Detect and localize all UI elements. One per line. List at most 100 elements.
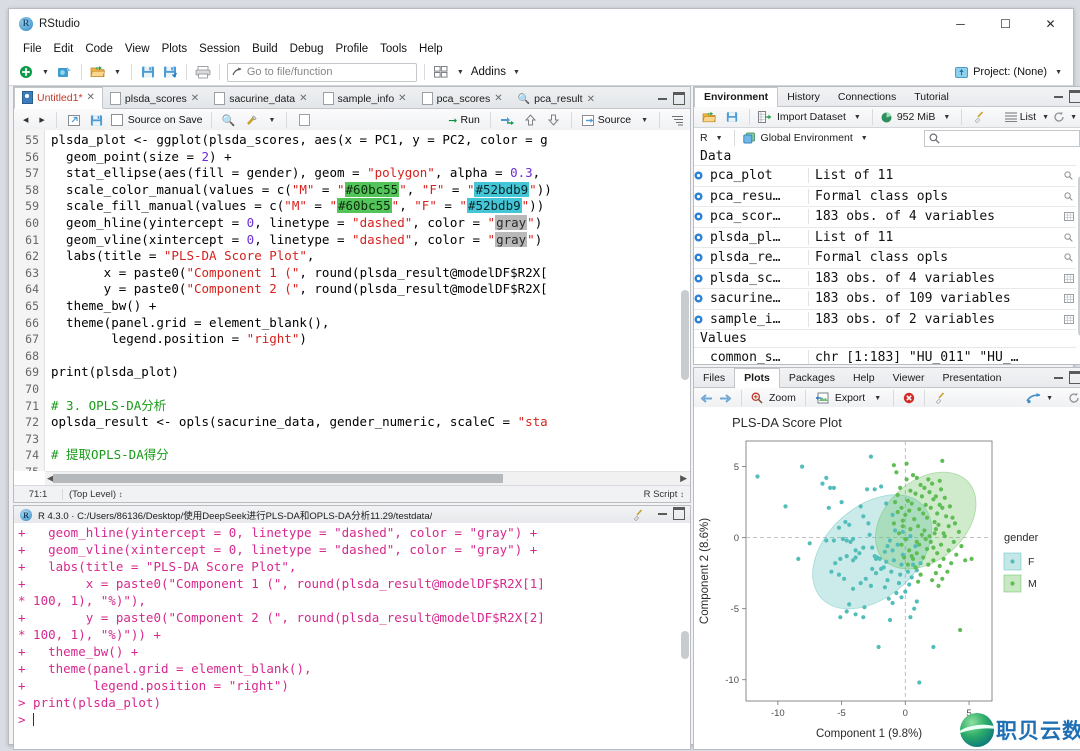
- save-workspace-icon[interactable]: [723, 108, 741, 126]
- tab-environment[interactable]: Environment: [694, 87, 779, 107]
- environment-object-row[interactable]: plsda_re… Formal class opls: [694, 248, 1080, 269]
- find-replace-icon[interactable]: 🔍: [221, 114, 236, 127]
- compile-report-icon[interactable]: [295, 111, 313, 129]
- environment-scrollbar[interactable]: [1076, 148, 1080, 364]
- zoom-label[interactable]: Zoom: [769, 392, 796, 404]
- menu-help[interactable]: Help: [419, 43, 443, 55]
- addins-button[interactable]: Addins: [470, 66, 506, 78]
- menu-file[interactable]: File: [23, 43, 42, 55]
- load-workspace-icon[interactable]: [700, 108, 718, 126]
- source-button[interactable]: Source: [580, 114, 633, 126]
- expand-object-icon[interactable]: [694, 212, 710, 221]
- editor-vscroll-thumb[interactable]: [681, 290, 689, 380]
- project-dropdown-icon[interactable]: ▼: [1055, 68, 1062, 76]
- console-scroll-thumb[interactable]: [681, 631, 689, 659]
- tab-packages[interactable]: Packages: [788, 372, 835, 384]
- code-scope-selector[interactable]: (Top Level) ↕: [62, 488, 129, 500]
- expand-object-icon[interactable]: [694, 294, 710, 303]
- workspace-panes-dropdown-icon[interactable]: ▼: [456, 68, 464, 76]
- console-output[interactable]: + geom_hline(yintercept = 0, linetype = …: [14, 523, 690, 749]
- maximize-button[interactable]: ☐: [1000, 17, 1011, 31]
- grid-icon[interactable]: [1064, 294, 1080, 304]
- editor-vertical-scrollbar[interactable]: [679, 130, 690, 454]
- search-icon[interactable]: [1064, 192, 1080, 201]
- menu-plots[interactable]: Plots: [161, 43, 188, 55]
- plot-next-icon[interactable]: [719, 393, 732, 404]
- tab-tutorial[interactable]: Tutorial: [914, 91, 949, 103]
- menu-profile[interactable]: Profile: [335, 43, 369, 55]
- save-icon[interactable]: [139, 63, 157, 81]
- move-down-icon[interactable]: [545, 111, 563, 129]
- environment-maximize-icon[interactable]: [1069, 90, 1080, 103]
- menu-session[interactable]: Session: [199, 43, 241, 55]
- minimize-button[interactable]: ─: [956, 17, 965, 31]
- import-dataset-dropdown-icon[interactable]: ▼: [853, 113, 861, 121]
- source-maximize-icon[interactable]: [673, 92, 685, 105]
- menu-code[interactable]: Code: [85, 43, 113, 55]
- tab-presentation[interactable]: Presentation: [942, 372, 1002, 384]
- environment-object-row[interactable]: sacurine… 183 obs. of 109 variables: [694, 289, 1080, 310]
- expand-object-icon[interactable]: [694, 274, 710, 283]
- source-dropdown-icon[interactable]: ▼: [641, 116, 648, 124]
- source-tab-sample-info[interactable]: sample_info ✕: [316, 89, 415, 108]
- remove-plot-icon[interactable]: [903, 392, 915, 404]
- memory-usage-label[interactable]: 952 MiB: [896, 111, 936, 123]
- expand-object-icon[interactable]: [694, 233, 710, 242]
- memory-dropdown-icon[interactable]: ▼: [943, 113, 951, 121]
- show-in-new-window-icon[interactable]: [65, 111, 83, 129]
- environment-object-row[interactable]: pca_resu… Formal class opls: [694, 187, 1080, 207]
- environment-object-row[interactable]: plsda_pl… List of 11: [694, 228, 1080, 248]
- save-file-icon[interactable]: [88, 111, 106, 129]
- environment-object-row[interactable]: pca_plot List of 11: [694, 166, 1080, 187]
- expand-object-icon[interactable]: [694, 171, 710, 180]
- export-dropdown-icon[interactable]: ▼: [874, 394, 882, 402]
- editor-horizontal-scrollbar[interactable]: ◀ ▶: [45, 471, 690, 485]
- view-mode-dropdown-icon[interactable]: ▼: [1042, 113, 1049, 121]
- environment-object-row[interactable]: pca_scor… 183 obs. of 4 variables: [694, 207, 1080, 228]
- plots-maximize-icon[interactable]: [1069, 371, 1080, 384]
- import-dataset-label[interactable]: Import Dataset: [777, 111, 846, 123]
- menu-edit[interactable]: Edit: [53, 43, 74, 55]
- source-on-save-checkbox[interactable]: [110, 114, 123, 126]
- grid-icon[interactable]: [1064, 314, 1080, 324]
- new-file-dropdown-icon[interactable]: ▼: [42, 68, 49, 76]
- open-file-icon[interactable]: [89, 63, 107, 81]
- console-maximize-icon[interactable]: [673, 507, 685, 520]
- rerun-icon[interactable]: [499, 111, 517, 129]
- language-dropdown-icon[interactable]: ▼: [715, 134, 723, 142]
- close-tab-icon[interactable]: ✕: [190, 93, 200, 104]
- source-tab-plsda-scores[interactable]: plsda_scores ✕: [103, 89, 207, 108]
- console-working-directory[interactable]: R 4.3.0 · C:/Users/86136/Desktop/使用DeepS…: [38, 510, 433, 522]
- refresh-dropdown-icon[interactable]: ▼: [1070, 113, 1077, 121]
- export-label[interactable]: Export: [834, 392, 866, 404]
- close-tab-icon[interactable]: ✕: [398, 93, 407, 104]
- menu-tools[interactable]: Tools: [380, 43, 408, 55]
- goto-file-function-input[interactable]: Go to file/function: [226, 62, 417, 82]
- menu-build[interactable]: Build: [252, 43, 278, 55]
- environment-object-row[interactable]: plsda_sc… 183 obs. of 4 variables: [694, 269, 1080, 289]
- zoom-icon[interactable]: [751, 392, 763, 404]
- publish-button[interactable]: ▼: [1026, 392, 1056, 404]
- workspace-panes-icon[interactable]: [432, 63, 450, 81]
- doctype-stepper-icon[interactable]: ↕: [680, 489, 684, 499]
- editor-hscroll-thumb[interactable]: [53, 474, 503, 483]
- environment-scroll-thumb[interactable]: [1078, 176, 1080, 336]
- tab-files[interactable]: Files: [703, 372, 726, 384]
- environment-object-list[interactable]: Data pca_plot List of 11 pca_resu… Formal cl…: [694, 148, 1080, 364]
- tab-plots[interactable]: Plots: [734, 368, 780, 388]
- expand-object-icon[interactable]: [694, 192, 710, 201]
- new-project-icon[interactable]: [56, 63, 74, 81]
- expand-object-icon[interactable]: [694, 253, 710, 262]
- outline-icon[interactable]: [668, 111, 686, 129]
- close-button[interactable]: ✕: [1045, 17, 1056, 31]
- environment-view-mode[interactable]: List ▼: [1004, 111, 1052, 123]
- menu-debug[interactable]: Debug: [289, 43, 324, 55]
- expand-object-icon[interactable]: [694, 315, 710, 324]
- environment-minimize-icon[interactable]: [1054, 95, 1063, 98]
- addins-dropdown-icon[interactable]: ▼: [512, 68, 520, 76]
- close-tab-icon[interactable]: ✕: [86, 92, 95, 103]
- open-file-dropdown-icon[interactable]: ▼: [113, 68, 121, 76]
- plot-refresh-icon[interactable]: [1068, 392, 1080, 404]
- plot-canvas[interactable]: PLS-DA Score Plot-10-505-10-505Component…: [694, 407, 1080, 749]
- scope-dropdown-icon[interactable]: ▼: [860, 134, 868, 142]
